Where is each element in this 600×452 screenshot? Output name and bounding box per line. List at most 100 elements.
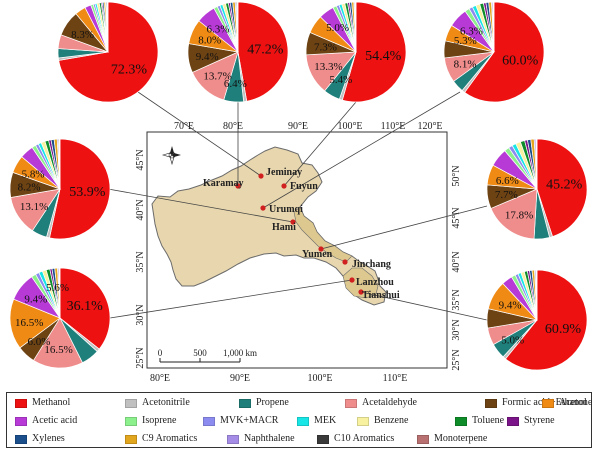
leader-line bbox=[262, 91, 461, 209]
legend-label: MEK bbox=[314, 415, 337, 426]
leader-line bbox=[107, 188, 294, 223]
city-hami: Hami bbox=[272, 219, 296, 233]
legend-label: Styrene bbox=[524, 415, 555, 426]
legend-swatch bbox=[239, 398, 251, 408]
city-label: Yumen bbox=[302, 249, 333, 260]
lon-tick-top: 120°E bbox=[417, 121, 442, 132]
city-karamay: Karamay bbox=[203, 178, 244, 189]
pie-data-label: 6.3% bbox=[207, 23, 230, 35]
pie-chart-lanzhou: 36.1%16.5%6.0%16.5%9.4%5.6% bbox=[9, 267, 111, 369]
city-label: Karamay bbox=[203, 178, 244, 189]
legend-swatch bbox=[125, 416, 137, 426]
pie-data-label: 13.1% bbox=[20, 201, 48, 213]
legend-swatch bbox=[345, 398, 357, 408]
lat-tick-right: 50°N bbox=[451, 165, 462, 186]
lon-tick-top: 70°E bbox=[174, 121, 194, 132]
pie-slice bbox=[237, 1, 289, 102]
pie-slice bbox=[536, 269, 538, 321]
city-urumqi: Urumqi bbox=[260, 204, 303, 215]
legend-item: Benzene bbox=[357, 415, 408, 427]
pie-slice bbox=[355, 1, 357, 53]
map-frame: 70°E 80°E 90°E 100°E 110°E 120°E 80°E 90… bbox=[135, 121, 462, 384]
lon-tick-bottom: 110°E bbox=[383, 373, 408, 384]
pie-chart-urumqi: 60.0% 8.1% 5.3%6.3% bbox=[443, 1, 545, 103]
pie-data-label: 5.0% bbox=[326, 22, 349, 34]
city-label: Urumqi bbox=[269, 204, 303, 215]
pie-data-label: 5.6% bbox=[46, 282, 69, 294]
pie-chart-fuyun: 54.4% 5.4%13.3% 7.3% 5.0% bbox=[305, 1, 407, 103]
legend-item: MVK+MACR bbox=[203, 415, 278, 427]
pie-data-label: 16.5% bbox=[15, 317, 43, 329]
leader-line bbox=[320, 205, 488, 250]
pie-data-label: 8.3% bbox=[71, 29, 94, 41]
pie-data-label: 9.4% bbox=[196, 51, 219, 63]
pie-slice bbox=[49, 138, 111, 240]
pie-chart-jeminay: 72.3% 8.3% bbox=[57, 1, 159, 103]
lon-tick-top: 100°E bbox=[337, 121, 362, 132]
lat-tick-left: 45°N bbox=[135, 149, 146, 170]
pie-data-label: 17.8% bbox=[505, 209, 533, 221]
city-fuyun: Fuyun bbox=[281, 181, 318, 192]
pie-data-label: 13.3% bbox=[314, 61, 342, 73]
lat-tick-right: 25°N bbox=[451, 349, 462, 370]
pie-data-label: 8.2% bbox=[18, 181, 41, 193]
pie-slice bbox=[464, 1, 545, 103]
legend-item: Toluene bbox=[455, 415, 504, 427]
legend-swatch bbox=[357, 416, 369, 426]
lon-tick-bottom: 90°E bbox=[230, 373, 250, 384]
pie-data-label: 5.0% bbox=[501, 334, 524, 346]
pie-data-label: 6.6% bbox=[496, 175, 519, 187]
pie-data-label: 47.2% bbox=[247, 43, 284, 58]
pie-data-label: 8.0% bbox=[198, 34, 221, 46]
legend-label: Naphthalene bbox=[244, 433, 295, 444]
lat-tick-right: 30°N bbox=[451, 319, 462, 340]
pie-chart-tianshui: 60.9% 5.0% 9.4% bbox=[486, 269, 588, 371]
lon-tick-top: 80°E bbox=[223, 121, 243, 132]
pie-slice bbox=[59, 138, 61, 190]
lon-tick-top: 110°E bbox=[381, 121, 406, 132]
compass-rose-icon bbox=[161, 146, 181, 166]
pie-data-label: 45.2% bbox=[546, 178, 583, 193]
city-jeminay: Jeminay bbox=[258, 167, 302, 179]
lon-tick-bottom: 100°E bbox=[307, 373, 332, 384]
leader-line bbox=[360, 291, 488, 321]
pie-data-label: 5.4% bbox=[329, 74, 352, 86]
legend-item: Monoterpene bbox=[417, 433, 487, 445]
pie-chart-yumen: 45.2% 17.8% 7.7% 6.6% bbox=[486, 138, 588, 240]
lon-tick-bottom: 80°E bbox=[150, 373, 170, 384]
lat-tick-right: 40°N bbox=[451, 251, 462, 272]
lat-tick-left: 40°N bbox=[135, 199, 146, 220]
legend-label: C9 Aromatics bbox=[142, 433, 198, 444]
city-label: Jeminay bbox=[266, 167, 302, 178]
pie-data-label: 54.4% bbox=[365, 49, 402, 64]
lon-tick-top: 90°E bbox=[288, 121, 308, 132]
pie-slice bbox=[493, 1, 495, 53]
pie-data-label: 16.5% bbox=[44, 344, 72, 356]
pie-slice bbox=[237, 1, 239, 53]
pie-slice bbox=[505, 269, 588, 371]
legend-label: Acetonitrile bbox=[142, 397, 190, 408]
pie-data-label: 60.0% bbox=[502, 53, 539, 68]
pie-data-label: 5.3% bbox=[454, 35, 477, 47]
pie-slice bbox=[490, 188, 538, 240]
legend-label: Acetone bbox=[559, 397, 593, 408]
legend-item: Xylenes bbox=[15, 433, 65, 445]
legend-swatch bbox=[227, 434, 239, 444]
city-lanzhou: Lanzhou bbox=[349, 277, 394, 288]
pie-chart-hami: 53.9% 13.1% 8.2%5.8% bbox=[9, 138, 111, 240]
legend-label: Propene bbox=[256, 397, 289, 408]
lat-tick-left: 35°N bbox=[135, 251, 146, 272]
scale-label: 1,000 km bbox=[223, 348, 257, 358]
legend-swatch bbox=[15, 398, 27, 408]
legend-item: Methanol bbox=[15, 397, 70, 409]
pie-data-label: 60.9% bbox=[545, 322, 582, 337]
leader-line bbox=[109, 279, 353, 319]
city-tianshui: Tianshui bbox=[358, 289, 400, 301]
legend-item: Acetaldehyde bbox=[345, 397, 417, 409]
legend-swatch bbox=[317, 434, 329, 444]
legend-label: Acetaldehyde bbox=[362, 397, 417, 408]
legend-swatch bbox=[417, 434, 429, 444]
legend-label: Methanol bbox=[32, 397, 71, 408]
legend-item: C9 Aromatics bbox=[125, 433, 197, 445]
